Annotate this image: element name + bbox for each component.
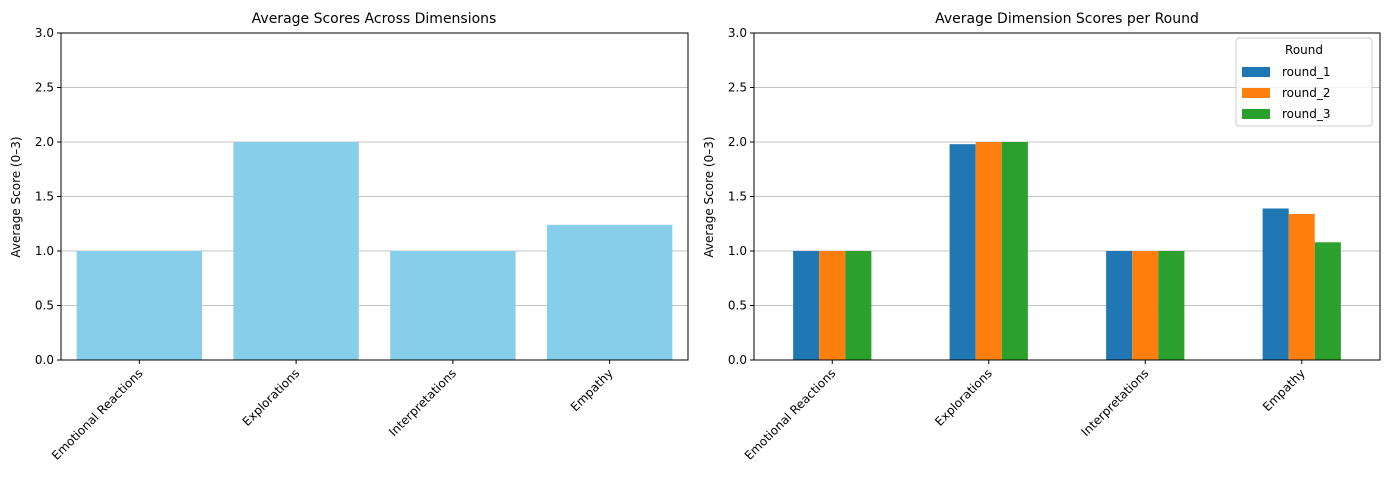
right-chart-ylabel: Average Score (0–3) (702, 136, 716, 257)
left-chart: Average Scores Across Dimensions Average… (9, 11, 689, 463)
legend-label-round-2: round_2 (1282, 86, 1330, 100)
bar (390, 251, 516, 360)
bar-round-2 (1288, 213, 1315, 360)
y-tick-label: 2.0 (728, 135, 747, 149)
right-chart-plot-frame (753, 32, 1381, 361)
y-tick-label: 2.5 (728, 81, 747, 95)
x-tick-label: Interpretations (1078, 366, 1151, 439)
x-tick-label: Explorations (240, 366, 303, 429)
bar (233, 142, 359, 360)
legend-swatch-round-3 (1242, 109, 1270, 119)
y-tick-label: 0.0 (728, 353, 747, 367)
x-tick-label: Explorations (932, 366, 995, 429)
x-tick-label: Interpretations (386, 366, 459, 439)
legend-swatch-round-2 (1242, 88, 1270, 98)
bar-round-3 (1001, 142, 1028, 360)
bar-round-2 (819, 251, 846, 360)
left-chart-title: Average Scores Across Dimensions (252, 11, 497, 27)
bar-round-1 (793, 251, 820, 360)
left-chart-plot-frame (60, 32, 689, 361)
legend-swatch-round-1 (1242, 67, 1270, 77)
y-tick-label: 0.5 (35, 299, 54, 313)
y-tick-label: 3.0 (728, 26, 747, 40)
y-tick-label: 3.0 (35, 26, 54, 40)
x-tick-label: Emotional Reactions (49, 366, 146, 463)
legend: Round round_1 round_2 round_3 (1235, 37, 1373, 127)
bar-round-2 (1132, 251, 1159, 360)
bar-round-3 (845, 251, 872, 360)
x-tick-label: Emotional Reactions (742, 366, 839, 463)
legend-label-round-1: round_1 (1282, 65, 1330, 79)
left-chart-ylabel: Average Score (0–3) (9, 136, 23, 257)
legend-box (1235, 37, 1373, 127)
x-tick-label: Empathy (1260, 366, 1308, 414)
y-tick-label: 2.5 (35, 81, 54, 95)
legend-label-round-3: round_3 (1282, 107, 1330, 121)
bar (546, 224, 673, 360)
bar-round-1 (1106, 251, 1133, 360)
bar (76, 251, 203, 360)
y-tick-label: 0.5 (728, 299, 747, 313)
bar-round-2 (975, 142, 1002, 360)
bar-round-3 (1314, 242, 1341, 360)
y-tick-label: 1.0 (35, 244, 54, 258)
bar-round-1 (949, 144, 976, 360)
y-tick-label: 2.0 (35, 135, 54, 149)
y-tick-label: 0.0 (35, 353, 54, 367)
bar-round-3 (1158, 251, 1185, 360)
legend-title: Round (1285, 43, 1323, 57)
right-chart: Average Dimension Scores per Round Avera… (702, 11, 1381, 463)
right-chart-title: Average Dimension Scores per Round (935, 11, 1199, 27)
y-tick-label: 1.0 (728, 244, 747, 258)
y-tick-label: 1.5 (728, 190, 747, 204)
bar-round-1 (1262, 208, 1289, 360)
x-tick-label: Empathy (568, 366, 616, 414)
y-tick-label: 1.5 (35, 190, 54, 204)
